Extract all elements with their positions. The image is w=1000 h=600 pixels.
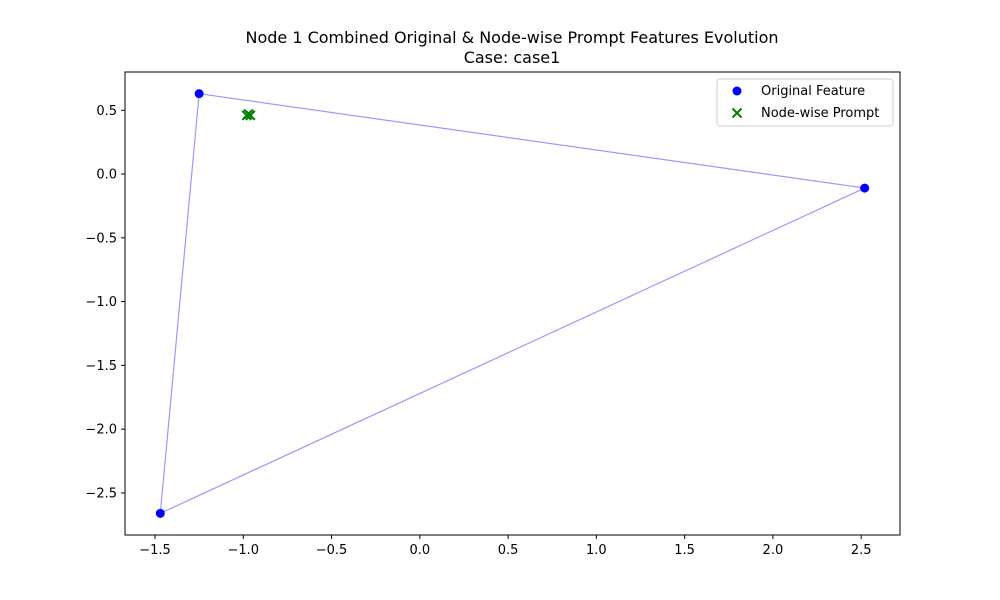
- legend-label-original: Original Feature: [761, 84, 865, 99]
- y-tick-label: −2.5: [85, 486, 117, 501]
- feature-triangle-outline: [159, 92, 867, 515]
- legend: Original Feature Node-wise Prompt: [716, 78, 894, 127]
- original-feature-point: [194, 89, 204, 99]
- chart-title: Node 1 Combined Original & Node-wise Pro…: [245, 28, 778, 47]
- plot-area: [155, 89, 870, 518]
- y-tick-label: −1.5: [85, 359, 117, 374]
- y-tick-label: 0.0: [96, 168, 117, 183]
- original-feature-point: [860, 183, 870, 193]
- x-tick-label: 1.5: [674, 543, 695, 558]
- x-tick-label: 2.0: [763, 543, 784, 558]
- x-tick-label: 2.5: [851, 543, 872, 558]
- legend-box: [716, 78, 894, 127]
- legend-marker-nodewise: [731, 107, 743, 119]
- plot-frame: [124, 71, 901, 536]
- x-tick-label: 0.5: [498, 543, 519, 558]
- x-tick-label: −0.5: [316, 543, 348, 558]
- x-tick-label: −1.0: [227, 543, 259, 558]
- x-tick-label: 0.0: [409, 543, 430, 558]
- y-tick-label: −1.0: [85, 295, 117, 310]
- x-tick-label: 1.0: [586, 543, 607, 558]
- y-tick-label: −2.0: [85, 423, 117, 438]
- y-tick-label: −0.5: [85, 231, 117, 246]
- node-wise-prompt-point: [245, 110, 256, 121]
- axis-ticks: −1.5 −1.0 −0.5 0.0 0.5 1.0 1.5 2.0 2.5 0.5 0.0 −0.5…: [85, 104, 871, 558]
- legend-marker-original: [732, 86, 742, 96]
- x-tick-label: −1.5: [139, 543, 171, 558]
- node-wise-prompt-point: [241, 110, 253, 121]
- chart-subtitle: Case: case1: [464, 48, 561, 67]
- y-tick-label: 0.5: [96, 104, 117, 119]
- original-feature-point: [155, 508, 165, 518]
- legend-label-nodewise: Node-wise Prompt: [761, 106, 879, 121]
